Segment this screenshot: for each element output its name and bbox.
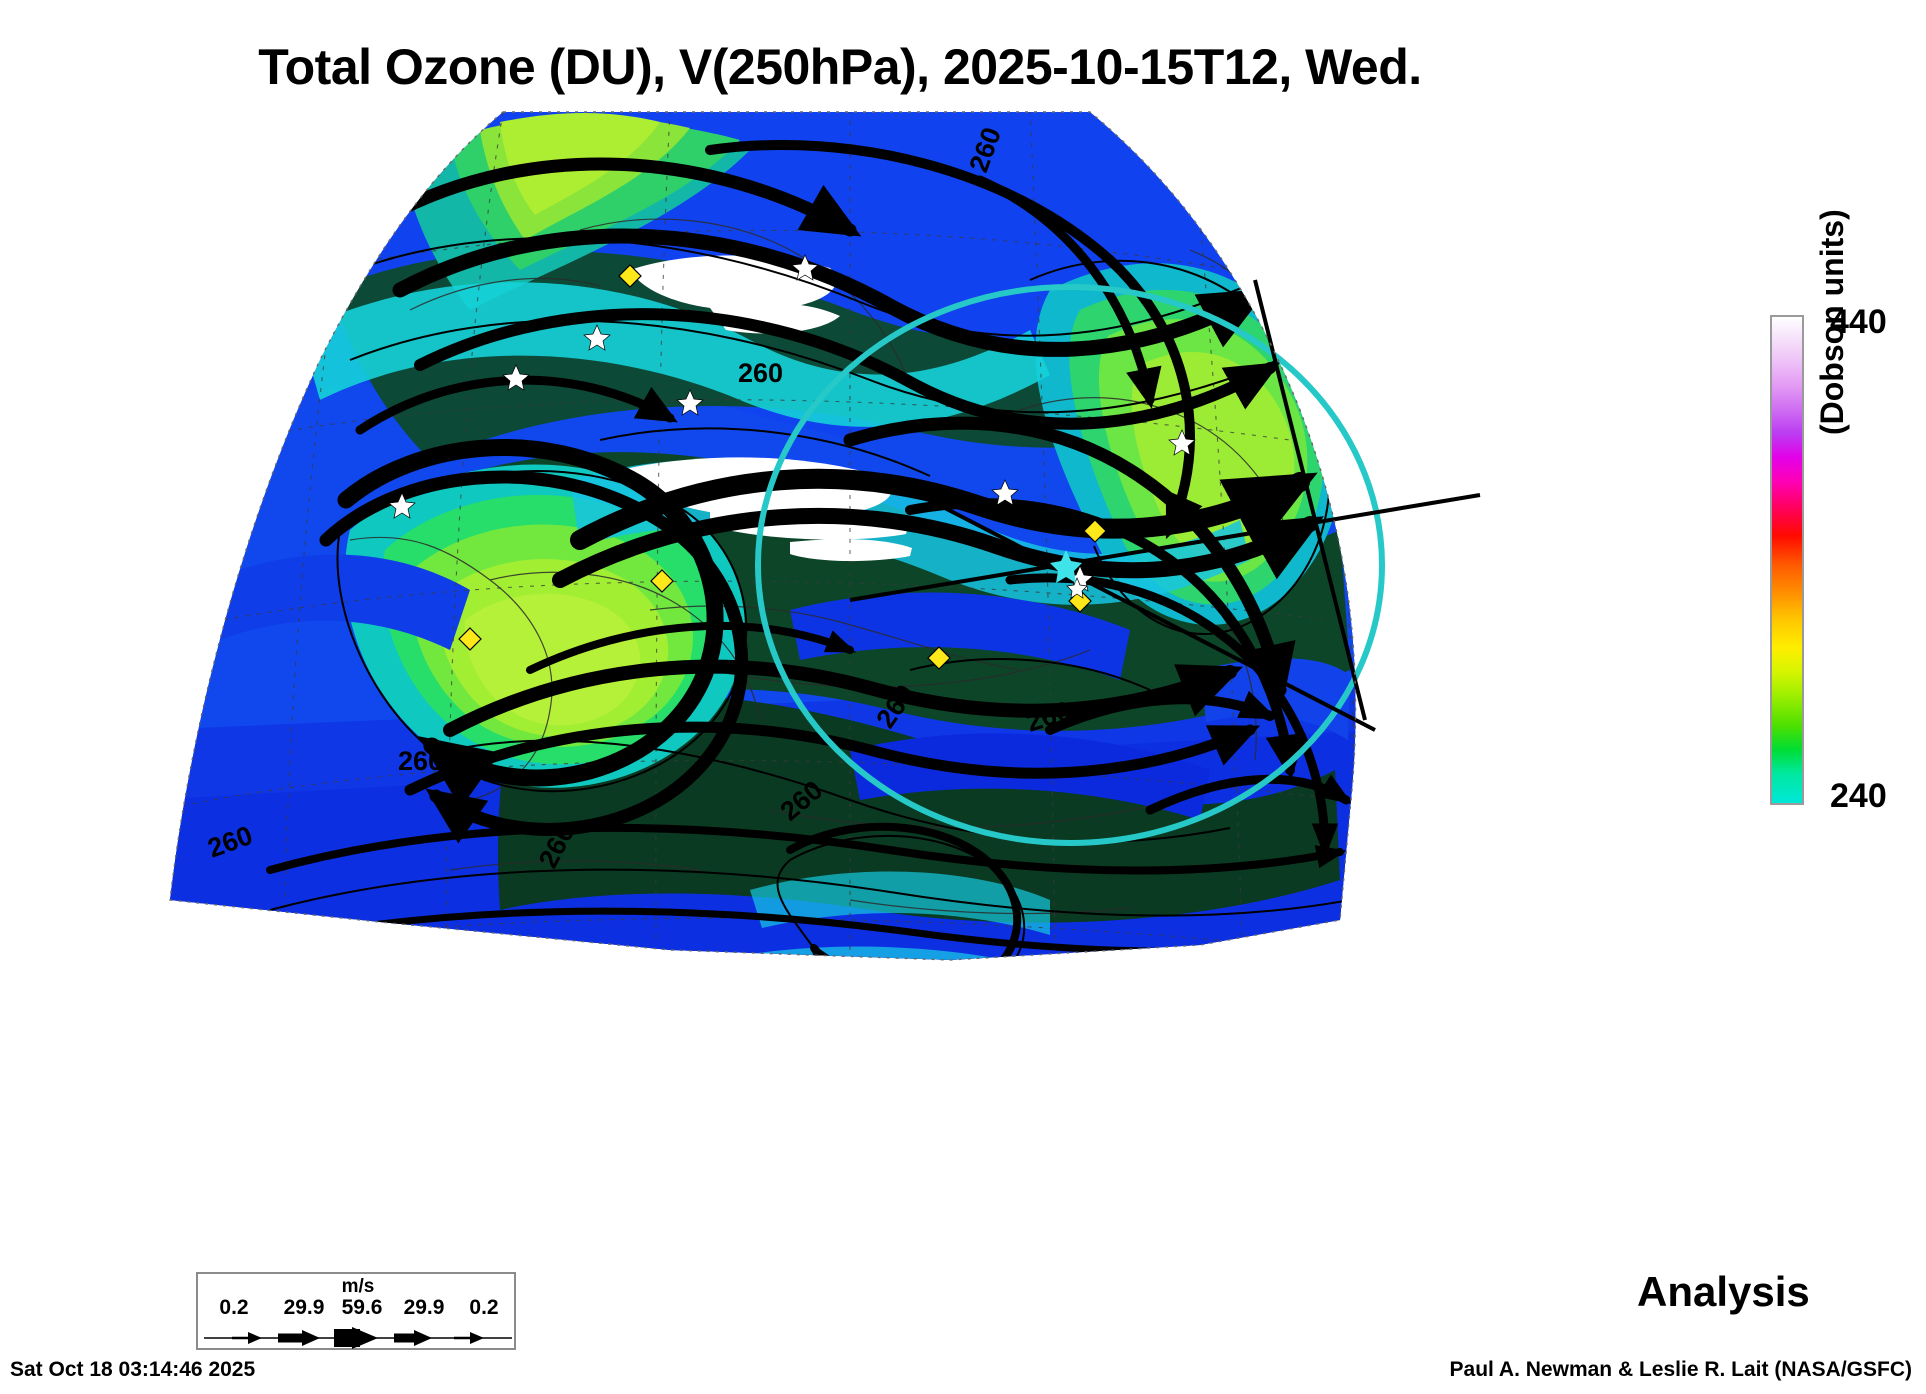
- white-star-marker: [388, 254, 1196, 599]
- colorbar-gradient: [1770, 315, 1804, 805]
- wind-value-2: 59.6: [341, 1296, 383, 1319]
- generation-timestamp: Sat Oct 18 03:14:46 2025: [10, 1358, 256, 1381]
- wind-value-1: 29.9: [283, 1296, 325, 1319]
- coverage-ring: [755, 284, 1385, 846]
- wind-value-4: 0.2: [469, 1296, 499, 1319]
- wind-value-3: 29.9: [403, 1296, 445, 1319]
- page-title: Total Ozone (DU), V(250hPa), 2025-10-15T…: [258, 39, 1422, 95]
- contour-label: 260: [398, 746, 443, 776]
- map-boundary: [169, 111, 1357, 961]
- wind-vector-layer: [226, 140, 1356, 960]
- wind-arrow-samples: [204, 1327, 512, 1349]
- colorbar-axis-label: (Dobson units): [1814, 209, 1850, 435]
- cyan-star-marker: [1050, 550, 1082, 583]
- yellow-diamond-marker: [458, 264, 1107, 670]
- ozone-map-panel: 260 260 260 260 260 260 260 260: [150, 110, 1550, 1040]
- colorbar-min-label: 240: [1830, 777, 1887, 815]
- wind-units-label: m/s: [341, 1276, 375, 1297]
- orbit-track-layer: [849, 279, 1481, 732]
- station-marker-layer: [388, 254, 1196, 670]
- colorbar: 440 240 (Dobson units): [1770, 209, 1920, 815]
- colorbar-max-label: 440: [1830, 303, 1887, 341]
- analysis-label: Analysis: [1637, 1268, 1810, 1315]
- wind-speed-legend: m/s 0.2 29.9 59.6 29.9 0.2: [196, 1272, 516, 1350]
- ozone-map: 260 260 260 260 260 260 260 260: [169, 111, 1481, 961]
- contour-label: 260: [738, 358, 783, 388]
- wind-value-0: 0.2: [219, 1296, 249, 1319]
- author-credit: Paul A. Newman & Leslie R. Lait (NASA/GS…: [1449, 1358, 1912, 1381]
